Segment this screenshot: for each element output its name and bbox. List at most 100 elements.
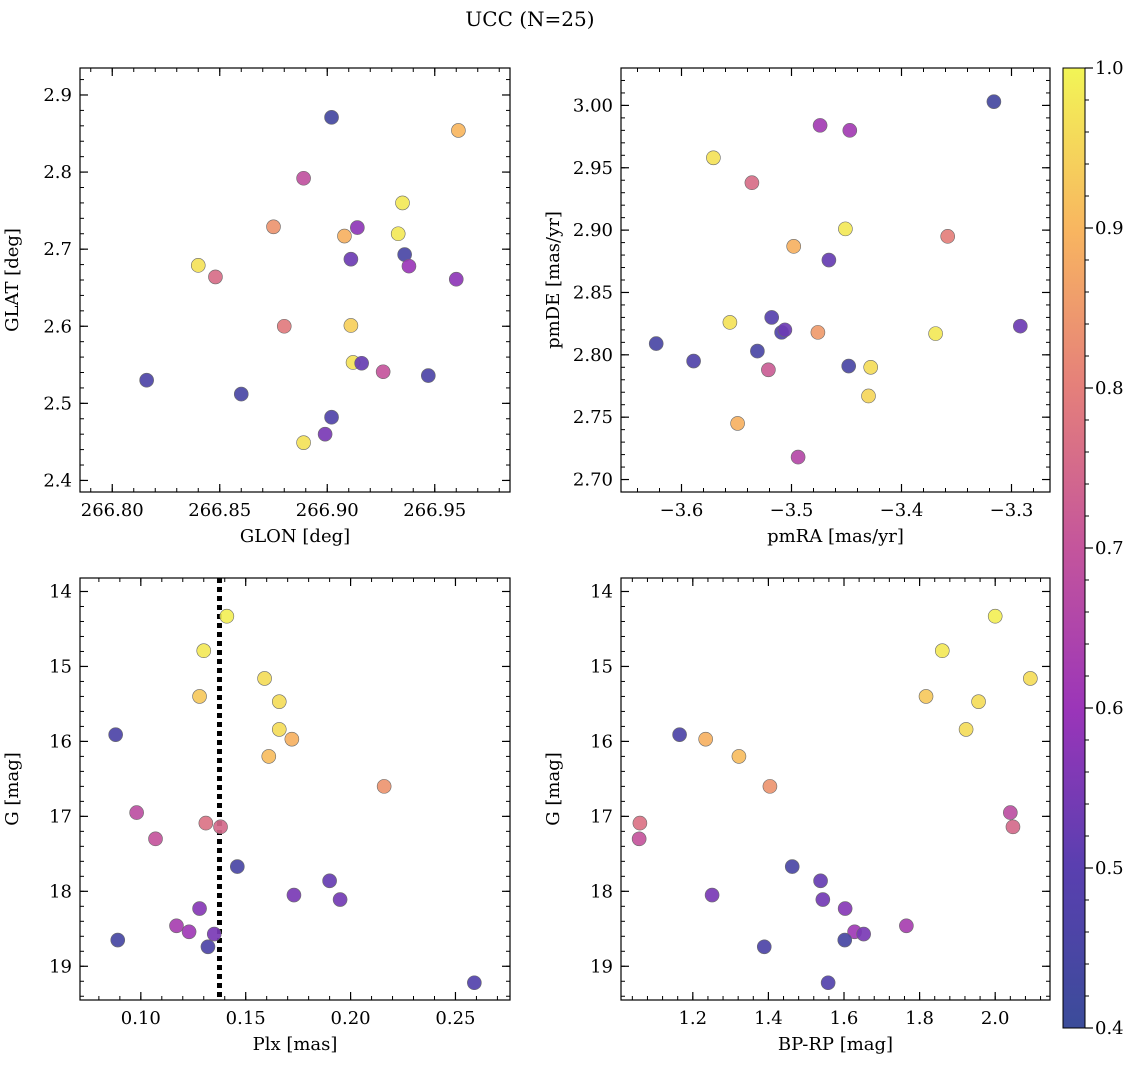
y-tick-label: 19 bbox=[590, 956, 613, 977]
scatter-point bbox=[343, 318, 359, 333]
scatter-point bbox=[784, 859, 800, 874]
scatter-point bbox=[420, 368, 436, 383]
colorbar-tick-label: 0.9 bbox=[1095, 218, 1124, 239]
scatter-point bbox=[863, 359, 879, 375]
x-tick-label: −3.6 bbox=[660, 500, 704, 521]
scatter-point bbox=[257, 671, 272, 686]
scatter-point bbox=[632, 815, 648, 831]
scatter-point bbox=[987, 608, 1003, 624]
scatter-point bbox=[744, 175, 760, 191]
y-tick-label: 17 bbox=[49, 806, 72, 827]
scatter-point bbox=[390, 226, 406, 242]
scatter-point bbox=[230, 859, 245, 874]
x-axis-label: GLON [deg] bbox=[240, 526, 350, 547]
scatter-point bbox=[820, 975, 836, 991]
scatter-point bbox=[213, 819, 228, 835]
x-tick-label: 266.90 bbox=[296, 500, 359, 521]
figure-title: UCC (N=25) bbox=[465, 7, 594, 31]
scatter-point bbox=[861, 388, 876, 404]
scatter-point bbox=[317, 426, 333, 442]
plot-frame bbox=[79, 67, 511, 493]
scatter-point bbox=[181, 924, 197, 940]
scatter-point bbox=[324, 409, 339, 425]
colorbar-tick-label: 0.4 bbox=[1095, 1018, 1124, 1039]
scatter-point bbox=[764, 310, 780, 325]
scatter-point bbox=[730, 416, 745, 431]
y-tick-label: 3.00 bbox=[573, 95, 613, 116]
scatter-point bbox=[986, 94, 1002, 109]
scatter-point bbox=[731, 749, 747, 764]
scatter-point bbox=[821, 252, 837, 268]
y-tick-label: 15 bbox=[49, 656, 72, 677]
scatter-point bbox=[192, 901, 207, 916]
scatter-point bbox=[958, 722, 974, 737]
scatter-point bbox=[284, 731, 300, 747]
scatter-point bbox=[190, 258, 206, 273]
y-tick-label: 2.95 bbox=[573, 158, 613, 179]
y-tick-label: 2.9 bbox=[43, 85, 72, 106]
y-tick-label: 2.8 bbox=[43, 162, 72, 183]
scatter-point bbox=[698, 731, 713, 747]
panel-plx-g: 0.10 0.15 0.20 0.25 14 15 16 17 18 19 Plx [mas] G [… bbox=[2, 577, 511, 1055]
scatter-point bbox=[451, 123, 466, 138]
scatter-point bbox=[286, 887, 302, 903]
scatter-point bbox=[196, 643, 212, 659]
y-tick-label: 2.90 bbox=[573, 220, 613, 241]
colorbar-tick-label: 0.7 bbox=[1095, 538, 1124, 559]
scatter-point bbox=[148, 831, 163, 847]
scatter-point bbox=[777, 322, 793, 338]
y-tick-label: 16 bbox=[590, 731, 613, 752]
scatter-point bbox=[686, 353, 701, 369]
y-tick-label: 2.7 bbox=[43, 239, 72, 260]
scatter-point bbox=[266, 219, 281, 235]
x-tick-label: 1.4 bbox=[754, 1008, 783, 1029]
scatter-point bbox=[110, 932, 126, 948]
scatter-point bbox=[1012, 318, 1028, 334]
panel-pmra-pmde: −3.6 −3.5 −3.4 −3.3 2.70 2.75 2.80 2.85 2.90 2.95… bbox=[543, 67, 1051, 547]
scatter-point bbox=[918, 689, 934, 704]
y-axis-label: G [mag] bbox=[543, 752, 564, 825]
colorbar: 0.4 0.5 0.6 0.7 0.8 0.9 1.0 bbox=[1062, 58, 1124, 1039]
x-tick-label: 266.95 bbox=[403, 500, 466, 521]
scatter-point bbox=[786, 239, 802, 254]
scatter-point bbox=[233, 386, 249, 402]
scatter-point bbox=[271, 694, 287, 709]
y-tick-label: 2.85 bbox=[573, 282, 613, 303]
y-tick-label: 18 bbox=[49, 881, 72, 902]
x-tick-label: 0.20 bbox=[331, 1008, 371, 1029]
scatter-point bbox=[395, 195, 410, 211]
x-axis-label: pmRA [mas/yr] bbox=[767, 526, 904, 547]
scatter-point bbox=[337, 228, 352, 244]
scatter-point bbox=[376, 779, 392, 794]
scatter-point bbox=[756, 939, 772, 955]
scatter-point bbox=[838, 221, 853, 237]
y-tick-label: 18 bbox=[590, 881, 613, 902]
scatter-point bbox=[354, 355, 369, 371]
x-tick-label: 2.0 bbox=[981, 1008, 1010, 1029]
y-axis-label: GLAT [deg] bbox=[2, 228, 23, 332]
plot-frame bbox=[79, 577, 511, 1001]
scatter-point bbox=[343, 251, 359, 267]
y-tick-label: 16 bbox=[49, 731, 72, 752]
y-tick-label: 19 bbox=[49, 956, 72, 977]
scatter-point bbox=[448, 271, 464, 287]
scatter-point bbox=[324, 110, 339, 125]
scatter-point bbox=[762, 779, 778, 794]
panel-glon-glat: 266.80 266.85 266.90 266.95 2.4 2.5 2.6 2.7 2.8 2… bbox=[2, 67, 511, 547]
x-tick-label: 0.10 bbox=[121, 1008, 161, 1029]
y-tick-label: 2.70 bbox=[573, 470, 613, 491]
colorbar-gradient bbox=[1062, 67, 1086, 1029]
scatter-point bbox=[261, 749, 277, 764]
scatter-point bbox=[812, 118, 828, 133]
colorbar-tick-label: 0.5 bbox=[1095, 858, 1124, 879]
scatter-point bbox=[467, 975, 482, 991]
scatter-point bbox=[139, 372, 154, 388]
colorbar-tick-label: 1.0 bbox=[1095, 58, 1124, 79]
scatter-point bbox=[704, 887, 720, 903]
x-tick-label: 0.25 bbox=[435, 1008, 475, 1029]
scatter-point bbox=[169, 918, 184, 934]
scatter-point bbox=[815, 892, 831, 907]
colorbar-tick-label: 0.6 bbox=[1095, 698, 1124, 719]
scatter-point bbox=[837, 932, 853, 948]
scatter-point bbox=[899, 918, 914, 934]
